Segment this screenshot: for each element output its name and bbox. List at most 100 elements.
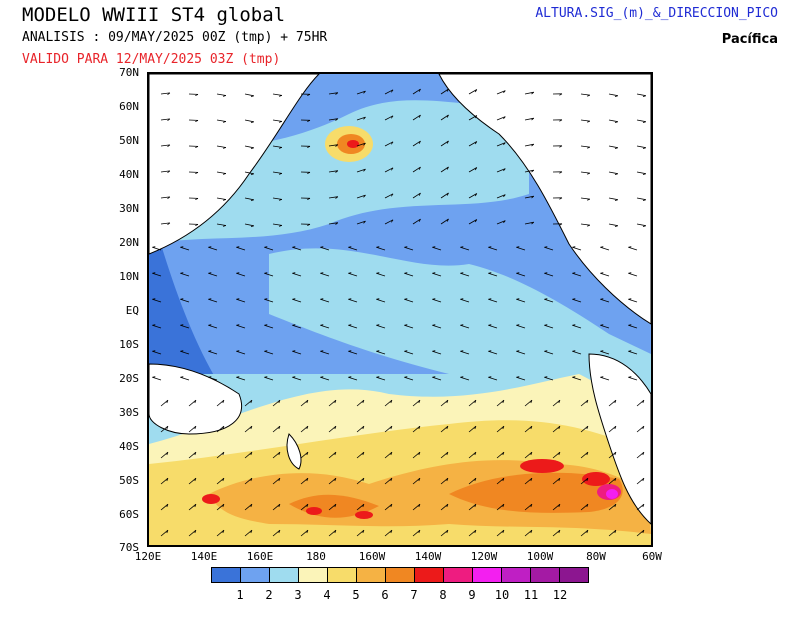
lon-label: 140E [190,550,218,563]
direction-arrow-head [446,452,449,456]
direction-arrow-head [320,298,324,300]
direction-arrow-head [334,452,337,456]
direction-arrow-head [222,504,225,508]
direction-arrow [496,503,505,511]
direction-arrow-head [236,376,240,378]
direction-arrow-head [418,88,421,92]
colorbar-label: 10 [494,588,510,602]
direction-arrow-head [167,222,171,226]
direction-arrow [460,246,470,251]
direction-arrow-head [418,114,421,118]
direction-arrow [328,451,337,459]
direction-arrow-head [264,350,268,352]
direction-arrow [384,167,394,173]
direction-arrow [412,529,421,537]
direction-arrow-head [166,530,169,534]
direction-arrow-head [334,504,337,508]
direction-arrow [236,246,246,251]
colorbar-label: 1 [236,588,244,602]
direction-arrow-head [544,350,548,352]
region-name: Pacífica [721,32,778,47]
direction-arrow-head [166,478,169,482]
direction-arrow-head [222,225,227,227]
direction-arrow-head [348,324,352,326]
direction-arrow [272,425,281,433]
direction-arrow-head [363,116,366,120]
lat-label: 70N [119,66,139,79]
direction-arrow-head [167,118,171,122]
direction-arrow [488,272,498,277]
direction-arrow [292,376,302,381]
direction-arrow [636,451,645,459]
direction-arrow-head [446,530,449,534]
direction-arrow [404,272,414,277]
direction-arrow [348,350,358,355]
lon-label: 140W [414,550,442,563]
colorbar-label: 7 [410,588,418,602]
direction-arrow [628,246,638,251]
direction-arrow-head [250,400,253,404]
direction-arrow-head [460,324,464,326]
direction-arrow-head [587,172,591,175]
direction-arrow-head [586,426,589,430]
direction-arrow [488,350,498,355]
direction-arrow-head [335,170,339,173]
direction-arrow-head [348,272,352,274]
colorbar-label: 9 [468,588,476,602]
direction-arrow-head [320,376,324,378]
direction-arrow-head [194,504,197,508]
direction-arrow [356,399,365,407]
direction-arrow-head [194,400,197,404]
direction-arrow [320,298,330,303]
land-australia [149,363,242,435]
direction-arrow [152,298,162,303]
direction-arrow [432,376,442,381]
direction-arrow [432,298,442,303]
direction-arrow [300,451,309,459]
direction-arrow-head [628,246,632,248]
direction-arrow-head [278,530,281,534]
direction-arrow-head [559,223,563,226]
direction-arrow-head [348,376,352,378]
direction-arrow-head [446,400,449,404]
direction-arrow-head [587,94,591,97]
direction-arrow-head [587,146,591,149]
direction-arrow-head [460,298,464,300]
direction-arrow-head [292,376,296,378]
lat-label: 50N [119,134,139,147]
direction-arrow [272,119,282,122]
direction-arrow-head [404,246,408,248]
direction-arrow-head [503,220,506,224]
direction-arrow-head [376,298,380,300]
direction-arrow-head [558,426,561,430]
direction-arrow [320,350,330,355]
direction-arrow-head [432,350,436,352]
direction-arrow [320,272,330,277]
colorbar-swatch [270,568,299,582]
direction-arrow-head [642,225,646,227]
direction-arrow-head [559,93,563,96]
direction-arrow-head [306,452,309,456]
direction-arrow-head [390,478,393,482]
direction-arrow [524,503,533,511]
direction-arrow [636,171,646,175]
direction-arrow-head [194,478,197,482]
direction-arrow [188,529,197,537]
direction-arrow-head [614,400,617,404]
direction-arrow [264,324,274,329]
direction-arrow [384,193,394,199]
lon-label: 80W [586,550,606,563]
direction-arrow [264,350,274,355]
direction-arrow [208,324,218,329]
direction-arrow-head [503,90,506,94]
direction-arrow-head [642,400,645,404]
direction-arrow-head [446,426,449,430]
direction-arrow [440,88,449,95]
direction-arrow [244,93,254,97]
direction-arrow-head [390,400,393,404]
direction-arrow-head [642,504,645,508]
direction-arrow-head [544,376,548,378]
direction-arrow [468,219,477,225]
direction-arrow-head [334,530,337,534]
direction-arrow-head [586,530,589,534]
